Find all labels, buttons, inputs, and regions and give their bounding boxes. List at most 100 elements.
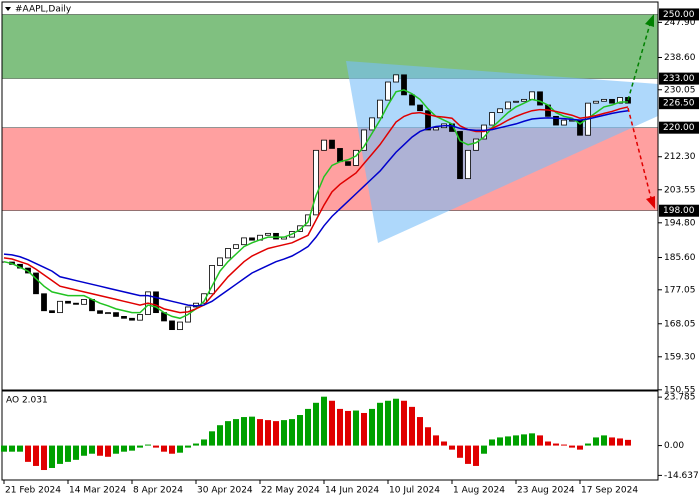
y-tick-label: 159.30	[664, 352, 696, 362]
candle	[241, 237, 247, 246]
candle	[73, 302, 79, 305]
candle	[217, 257, 223, 266]
ao-bar	[545, 441, 551, 446]
candle	[489, 112, 495, 126]
level-label: 226.50	[663, 99, 695, 109]
up-arrow-head	[645, 14, 654, 27]
moving-average	[3, 106, 629, 314]
candle	[377, 99, 383, 119]
candle	[593, 100, 599, 104]
ao-bar	[249, 416, 255, 446]
candle	[249, 237, 255, 241]
ao-bar	[185, 445, 191, 448]
level-label: 250.00	[663, 10, 695, 20]
ao-bar	[337, 408, 343, 446]
ao-bar	[553, 443, 559, 446]
level-label: 198.00	[663, 206, 695, 216]
ao-bar	[193, 443, 199, 446]
ao-bar	[217, 425, 223, 446]
candle	[89, 299, 95, 312]
candle	[505, 101, 511, 110]
ao-bar	[585, 443, 591, 446]
candle	[369, 117, 375, 131]
ao-bar	[105, 445, 111, 457]
x-tick-label: 8 Apr 2024	[133, 486, 183, 496]
ao-bar	[417, 417, 423, 446]
candle	[233, 244, 239, 249]
candle	[321, 139, 327, 151]
candle	[401, 74, 407, 96]
ao-bar	[73, 445, 79, 460]
ao-bar	[425, 427, 431, 446]
ao-bar	[537, 435, 543, 446]
candle	[345, 161, 351, 166]
y-tick-label: 150.55	[664, 385, 696, 395]
ao-bar	[49, 445, 55, 468]
ao-bar	[81, 445, 87, 456]
price-frame	[1, 1, 659, 391]
ao-plot	[1, 396, 631, 471]
candle	[393, 74, 399, 83]
ao-bar	[497, 437, 503, 446]
level-label: 220.00	[663, 123, 695, 133]
candle	[49, 310, 55, 314]
ao-title: AO 2.031	[6, 396, 48, 406]
candle	[273, 232, 279, 240]
level-box	[659, 121, 699, 134]
ao-bar	[473, 445, 479, 466]
down-arrow	[627, 107, 652, 199]
level-box	[659, 204, 699, 217]
down-arrow-head	[646, 196, 655, 209]
ao-bar	[345, 410, 351, 446]
ao-bar	[361, 412, 367, 446]
ao-bar	[113, 445, 119, 454]
y-tick-label: -14.637	[664, 471, 699, 481]
ao-bar	[161, 445, 167, 452]
ao-bar	[209, 431, 215, 446]
ao-bar	[17, 445, 23, 452]
candle	[513, 100, 519, 103]
ao-bar	[401, 400, 407, 446]
ao-bar	[465, 445, 471, 464]
candle	[329, 139, 335, 149]
ao-bar	[241, 417, 247, 446]
candle	[57, 300, 63, 314]
ao-bar	[521, 434, 527, 446]
ao-bar	[609, 437, 615, 446]
level-box	[659, 72, 699, 85]
ao-bar	[33, 445, 39, 466]
candle	[425, 110, 431, 131]
ao-bar	[377, 402, 383, 446]
ao-bar	[529, 433, 535, 446]
ao-bar	[505, 436, 511, 446]
y-tick-label: 230.05	[664, 85, 696, 95]
y-tick-label: 203.55	[664, 185, 696, 195]
ao-frame	[1, 390, 659, 481]
ao-bar	[41, 445, 47, 471]
ao-bar	[129, 445, 135, 451]
candle	[537, 91, 543, 106]
ao-bar	[569, 445, 575, 448]
zone	[2, 14, 658, 79]
candle	[313, 149, 319, 216]
ao-bar	[97, 445, 103, 456]
ao-bar	[9, 445, 15, 452]
ao-bar	[489, 439, 495, 446]
candle	[353, 149, 359, 166]
ao-bar	[441, 441, 447, 446]
ao-bar	[1, 445, 7, 452]
ao-bar	[305, 408, 311, 446]
ao-bar	[281, 420, 287, 446]
y-tick-label: 238.60	[664, 53, 696, 63]
ao-bar	[617, 438, 623, 446]
menu-icon[interactable]	[5, 7, 11, 11]
ao-bar	[25, 445, 31, 462]
ao-bar	[257, 419, 263, 446]
ao-bar	[625, 439, 631, 446]
moving-average	[3, 89, 628, 320]
ao-bar	[177, 445, 183, 453]
level-label: 233.00	[663, 74, 695, 84]
ao-bar	[233, 419, 239, 446]
y-tick-label: 185.60	[664, 253, 696, 263]
